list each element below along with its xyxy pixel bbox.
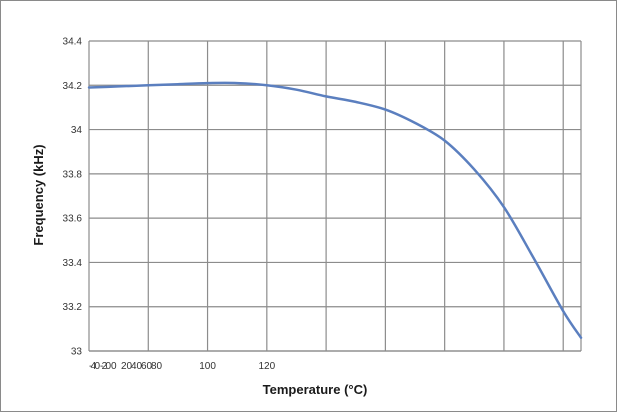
y-tick-label: 34.2 [63,81,83,92]
x-tick-label: 20 [121,361,132,372]
x-axis-title: Temperature (°C) [263,382,368,397]
y-tick-label: 33.2 [63,302,83,313]
y-axis-ticks: 33 33.2 33.4 33.6 33.8 34 34.2 34.4 [63,37,83,358]
x-tick-label: 60 [141,361,152,372]
y-tick-label: 33.6 [63,214,83,225]
x-axis-ticks: -40 -20 0 20 40 60 80 100 120 [89,361,276,372]
x-tick-label: -40 [89,361,100,372]
y-tick-label: 33.8 [63,169,83,180]
y-tick-label: 34.4 [63,37,83,48]
y-tick-label: 34 [71,125,83,136]
x-tick-label: 100 [199,361,216,372]
x-tick-label: 80 [151,361,162,372]
y-axis-title: Frequency (kHz) [31,144,46,245]
grid [88,40,582,352]
y-tick-label: 33 [71,347,83,358]
y-tick-label: 33.4 [63,258,83,269]
x-tick-label: 120 [258,361,275,372]
x-tick-label: 0 [111,361,117,372]
series-line [87,81,583,339]
x-tick-label: 40 [131,361,142,372]
x-tick-label: -20 [100,361,111,372]
